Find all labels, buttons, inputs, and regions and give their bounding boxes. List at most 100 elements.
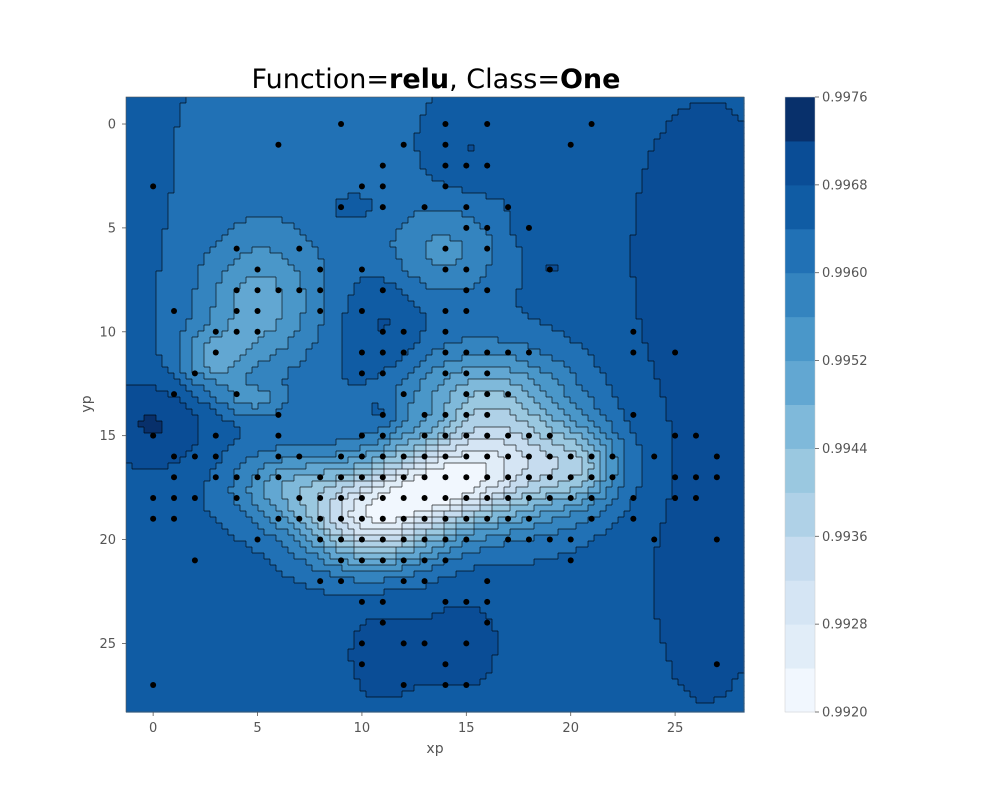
contour-cell bbox=[696, 697, 715, 704]
data-point bbox=[505, 494, 512, 501]
contour-cell bbox=[486, 487, 505, 494]
data-point bbox=[484, 515, 491, 522]
contour-cell bbox=[420, 115, 673, 122]
contour-cell bbox=[600, 475, 607, 482]
contour-cell bbox=[546, 493, 577, 500]
contour-cell bbox=[210, 247, 253, 254]
contour-cell bbox=[408, 349, 433, 356]
contour-cell bbox=[396, 553, 421, 560]
contour-cell bbox=[660, 631, 745, 638]
contour-cell bbox=[384, 457, 403, 464]
data-point bbox=[463, 266, 470, 273]
contour-cell bbox=[294, 511, 307, 518]
contour-cell bbox=[510, 229, 637, 236]
contour-cell bbox=[210, 367, 229, 374]
contour-cell bbox=[594, 535, 661, 542]
contour-cell bbox=[372, 463, 385, 470]
contour-cell bbox=[126, 343, 157, 350]
contour-cell bbox=[330, 553, 355, 560]
contour-cell bbox=[324, 523, 337, 530]
contour-cell bbox=[126, 217, 169, 224]
contour-cell bbox=[288, 517, 301, 524]
data-point bbox=[588, 121, 595, 128]
contour-cell bbox=[354, 529, 403, 536]
contour-cell bbox=[414, 445, 427, 452]
data-point bbox=[713, 661, 720, 668]
data-point bbox=[233, 391, 240, 398]
contour-cell bbox=[318, 499, 331, 506]
contour-cell bbox=[624, 409, 667, 416]
data-point bbox=[421, 515, 428, 522]
data-point bbox=[672, 494, 679, 501]
contour-cell bbox=[438, 457, 505, 464]
contour-cell bbox=[264, 481, 283, 488]
contour-cell bbox=[162, 235, 223, 242]
contour-cell bbox=[126, 685, 361, 692]
data-point bbox=[254, 308, 261, 315]
contour-cell bbox=[228, 403, 253, 410]
contour-cell bbox=[426, 469, 487, 476]
data-point bbox=[463, 474, 470, 481]
contour-cell bbox=[282, 289, 307, 296]
contour-cell bbox=[564, 385, 583, 392]
contour-cell bbox=[588, 457, 601, 464]
contour-cell bbox=[738, 115, 745, 122]
contour-cell bbox=[336, 439, 379, 446]
contour-cell bbox=[342, 319, 379, 326]
contour-cell bbox=[306, 463, 355, 470]
data-point bbox=[338, 557, 345, 564]
contour-cell bbox=[648, 355, 745, 362]
contour-cell bbox=[468, 415, 517, 422]
data-point bbox=[358, 308, 365, 315]
data-point bbox=[212, 474, 219, 481]
contour-cell bbox=[264, 331, 295, 338]
data-point bbox=[212, 328, 219, 335]
contour-cell bbox=[228, 445, 277, 452]
data-point bbox=[505, 432, 512, 439]
contour-cell bbox=[594, 397, 619, 404]
contour-cell bbox=[432, 517, 445, 524]
contour-cell bbox=[522, 247, 631, 254]
contour-cell bbox=[654, 565, 745, 572]
contour-cell bbox=[522, 283, 637, 290]
contour-cell bbox=[672, 661, 745, 668]
contour-cell bbox=[660, 133, 745, 140]
contour-cell bbox=[414, 457, 427, 464]
contour-cell bbox=[198, 415, 223, 422]
contour-cell bbox=[636, 199, 745, 206]
contour-cell bbox=[354, 577, 385, 584]
contour-cell bbox=[504, 439, 529, 446]
contour-cell bbox=[552, 439, 577, 446]
contour-cell bbox=[534, 379, 559, 386]
data-point bbox=[379, 494, 386, 501]
colorbar-segment bbox=[785, 448, 815, 493]
contour-cell bbox=[426, 541, 445, 548]
contour-cell bbox=[276, 409, 373, 416]
data-point bbox=[171, 474, 178, 481]
contour-cell bbox=[126, 331, 157, 338]
contour-cell bbox=[564, 361, 595, 368]
contour-cell bbox=[372, 403, 379, 410]
data-point bbox=[692, 494, 699, 501]
contour-cell bbox=[234, 469, 259, 476]
contour-cell bbox=[282, 457, 349, 464]
contour-cell bbox=[444, 415, 457, 422]
contour-cell bbox=[642, 475, 673, 482]
contour-cell bbox=[552, 469, 583, 476]
data-point bbox=[630, 328, 637, 335]
contour-cell bbox=[384, 481, 403, 488]
contour-cell bbox=[198, 265, 229, 272]
contour-cell bbox=[402, 481, 481, 488]
data-point bbox=[525, 536, 532, 543]
contour-cell bbox=[126, 307, 157, 314]
contour-cell bbox=[732, 679, 745, 686]
data-point bbox=[212, 432, 219, 439]
contour-cell bbox=[504, 457, 529, 464]
contour-cell bbox=[558, 379, 577, 386]
contour-cell bbox=[498, 523, 535, 530]
contour-cell bbox=[672, 487, 745, 494]
contour-cell bbox=[348, 559, 397, 566]
contour-cell bbox=[606, 433, 619, 440]
contour-cell bbox=[126, 517, 217, 524]
contour-cell bbox=[624, 511, 667, 518]
